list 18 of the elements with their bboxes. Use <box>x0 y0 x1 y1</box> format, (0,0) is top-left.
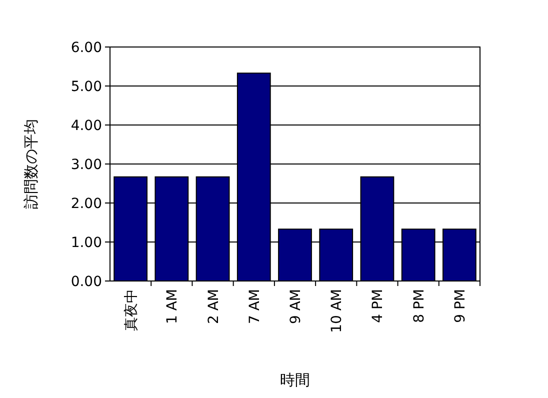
y-tick-label: 0.00 <box>70 274 102 290</box>
x-tick-label: 9 PM <box>452 289 468 323</box>
y-tick-label: 2.00 <box>70 196 102 212</box>
x-axis-title: 時間 <box>280 371 310 389</box>
y-axis-title: 訪問数の平均 <box>22 119 40 209</box>
x-tick-label: 7 AM <box>246 289 263 324</box>
y-tick-label: 4.00 <box>70 118 102 134</box>
y-tick-label: 1.00 <box>70 235 102 251</box>
x-tick-label: 9 AM <box>288 289 304 324</box>
x-tick-label: 10 AM <box>329 289 346 333</box>
x-tick-label: 8 PM <box>411 289 428 323</box>
y-tick-label: 5.00 <box>70 79 102 95</box>
x-tick-label: 2 AM <box>206 289 222 324</box>
x-tick-label: 4 PM <box>370 289 386 323</box>
y-tick-label: 6.00 <box>70 40 102 56</box>
x-tick-label: 1 AM <box>164 289 181 324</box>
y-tick-label: 3.00 <box>70 157 102 173</box>
x-tick-label: 真夜中 <box>124 289 140 331</box>
